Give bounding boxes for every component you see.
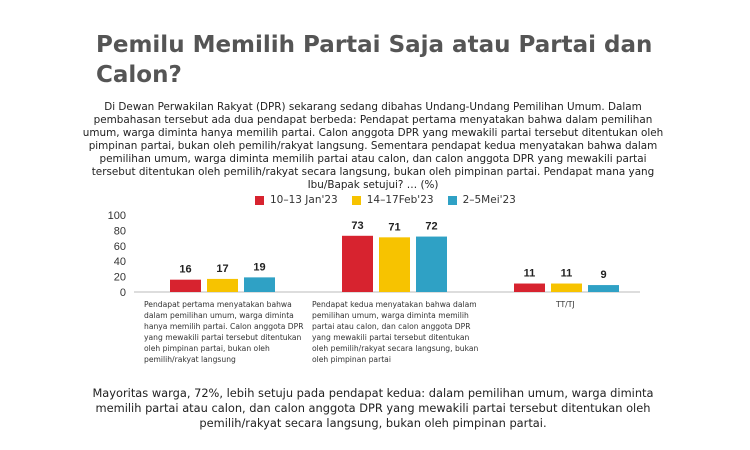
summary-text: Mayoritas warga, 72%, lebih setuju pada … xyxy=(92,386,654,430)
data-label: 16 xyxy=(179,264,191,276)
data-label: 19 xyxy=(253,261,265,273)
data-label: 17 xyxy=(216,263,228,275)
bar-series-3-category-3 xyxy=(588,285,619,292)
category-label-2: Pendapat kedua menyatakan bahwa dalam pe… xyxy=(312,300,479,364)
legend-item-series-1: 10–13 Jan'23 xyxy=(255,194,338,206)
bar-series-1-category-3 xyxy=(514,283,545,292)
legend-item-series-3: 2–5Mei'23 xyxy=(447,194,516,206)
legend-label-series-2: 14–17Feb'23 xyxy=(366,194,434,206)
bar-series-1-category-2 xyxy=(342,235,373,292)
chart-legend: 10–13 Jan'23 14–17Feb'23 2–5Mei'23 xyxy=(255,194,516,206)
data-label: 71 xyxy=(388,221,400,233)
data-label: 72 xyxy=(425,221,437,233)
y-tick-label: 40 xyxy=(114,256,126,268)
page-title: Pemilu Memilih Partai Saja atau Partai d… xyxy=(96,32,653,88)
category-label-1: Pendapat pertama menyatakan bahwa dalam … xyxy=(144,300,304,364)
data-label: 11 xyxy=(524,268,536,280)
bar-series-2-category-1 xyxy=(207,278,238,292)
legend-swatch-series-3 xyxy=(447,195,457,205)
y-tick-label: 80 xyxy=(114,225,126,237)
legend-swatch-series-2 xyxy=(351,195,361,205)
y-tick-label: 100 xyxy=(108,210,126,222)
data-label: 73 xyxy=(351,220,363,232)
y-tick-label: 0 xyxy=(120,287,126,299)
data-label: 9 xyxy=(600,269,606,281)
y-tick-label: 20 xyxy=(114,272,126,284)
bar-series-2-category-3 xyxy=(551,283,582,292)
bar-series-3-category-1 xyxy=(244,277,275,292)
category-label-3: TT/TJ xyxy=(556,300,575,309)
legend-label-series-1: 10–13 Jan'23 xyxy=(270,194,338,206)
data-label: 11 xyxy=(561,268,573,280)
legend-label-series-3: 2–5Mei'23 xyxy=(462,194,516,206)
bar-series-1-category-1 xyxy=(170,279,201,292)
y-tick-label: 60 xyxy=(114,241,126,253)
legend-swatch-series-1 xyxy=(255,195,264,205)
bar-series-2-category-2 xyxy=(379,237,410,292)
bar-series-3-category-2 xyxy=(416,236,447,292)
legend-item-series-2: 14–17Feb'23 xyxy=(351,194,434,206)
question-text: Di Dewan Perwakilan Rakyat (DPR) sekaran… xyxy=(82,101,664,191)
